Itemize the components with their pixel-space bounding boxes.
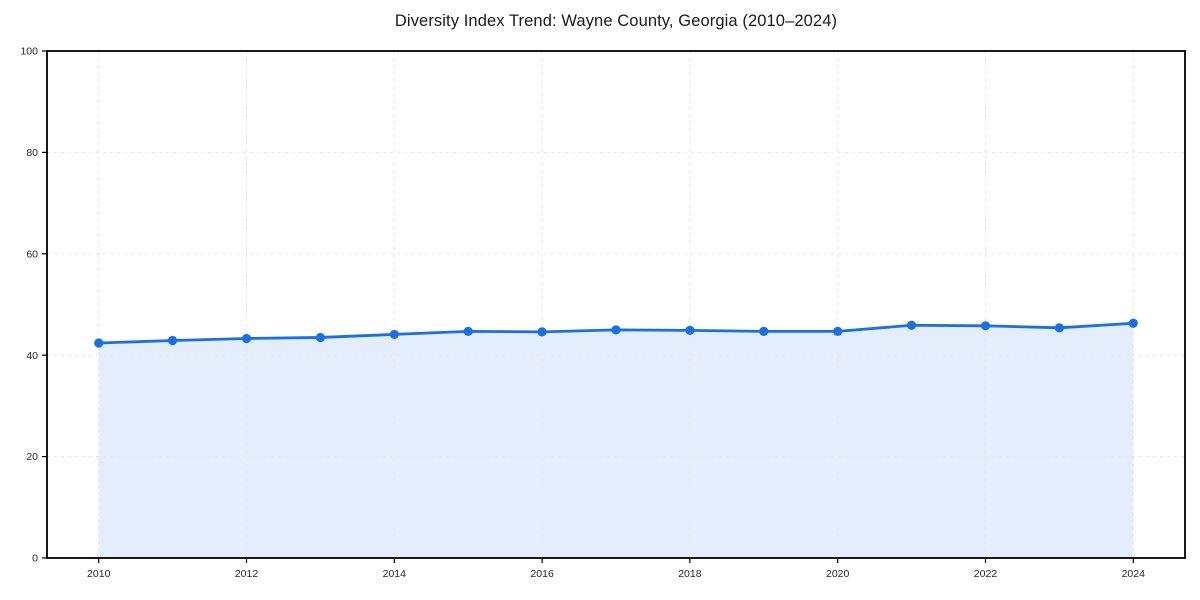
data-point-2022 <box>980 321 991 331</box>
data-point-2014 <box>389 329 399 340</box>
area-fill <box>98 323 1134 558</box>
data-point-2016 <box>537 327 547 337</box>
data-point-2020 <box>833 326 843 336</box>
x-tick-label: 2024 <box>1122 568 1146 580</box>
data-point-2021 <box>906 320 917 330</box>
y-tick-label: 0 <box>32 553 38 565</box>
data-point-2017 <box>611 325 621 335</box>
x-tick-label: 2018 <box>678 568 702 580</box>
y-tick-label: 60 <box>26 248 38 260</box>
data-point-2013 <box>315 332 326 343</box>
data-point-2024 <box>1128 318 1138 328</box>
y-tick-label: 80 <box>26 147 38 159</box>
data-point-2011 <box>168 335 178 346</box>
x-tick-label: 2014 <box>383 568 407 580</box>
x-tick-label: 2010 <box>87 568 111 580</box>
x-tick-label: 2016 <box>530 568 554 580</box>
chart-title: Diversity Index Trend: Wayne County, Geo… <box>394 12 838 30</box>
y-tick-label: 40 <box>26 350 38 362</box>
data-point-2019 <box>759 326 769 336</box>
y-tick-label: 20 <box>26 451 38 463</box>
y-tick-label: 100 <box>20 46 38 58</box>
data-point-2012 <box>241 333 252 344</box>
data-point-2018 <box>685 325 695 335</box>
data-point-2023 <box>1054 323 1064 333</box>
plot-border <box>46 50 1186 559</box>
data-point-2015 <box>463 326 473 336</box>
x-tick-label: 2012 <box>235 568 259 580</box>
x-tick-label: 2022 <box>974 568 998 580</box>
data-point-2010 <box>94 338 104 348</box>
x-tick-label: 2020 <box>826 568 850 580</box>
